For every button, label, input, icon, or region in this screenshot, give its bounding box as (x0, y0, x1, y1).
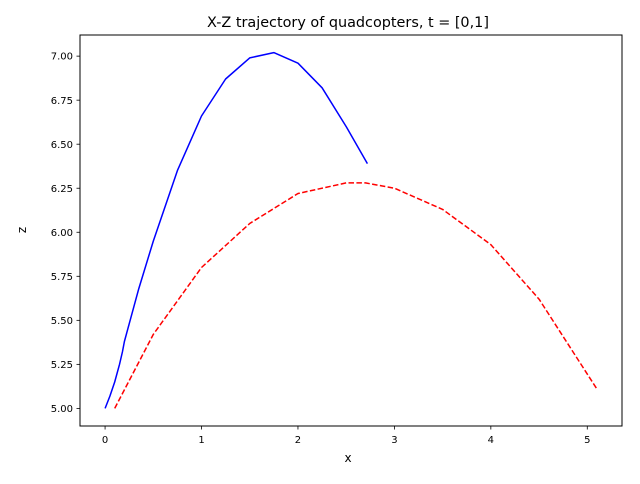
y-tick-label: 5.75 (51, 272, 73, 283)
y-axis-label: z (15, 227, 29, 233)
series-line-1 (104, 51, 369, 409)
series-line-2 (114, 182, 598, 409)
x-tick-label: 0 (102, 435, 108, 446)
y-tick-label: 5.50 (51, 316, 73, 327)
x-tick-label: 1 (198, 435, 204, 446)
y-tick-label: 6.00 (51, 228, 73, 239)
x-axis-label: x (344, 451, 351, 465)
y-tick-label: 6.25 (51, 184, 73, 195)
y-tick-label: 5.25 (51, 360, 73, 371)
y-tick-label: 6.75 (51, 96, 73, 107)
x-tick-label: 3 (391, 435, 397, 446)
y-tick-label: 6.50 (51, 140, 73, 151)
x-tick-label: 4 (488, 435, 494, 446)
tick-layer: 0 1 2 3 4 5 5.00 5.25 5.50 5.75 6.00 6.25 6.50 6.75 7.… (51, 52, 591, 446)
chart-title: X-Z trajectory of quadcopters, t = [0,1] (207, 15, 489, 31)
y-tick-label: 5.00 (51, 404, 73, 415)
series-layer (104, 51, 598, 409)
plot-frame (79, 34, 623, 427)
x-tick-label: 2 (295, 435, 301, 446)
x-tick-label: 5 (584, 435, 590, 446)
y-tick-label: 7.00 (51, 52, 73, 63)
